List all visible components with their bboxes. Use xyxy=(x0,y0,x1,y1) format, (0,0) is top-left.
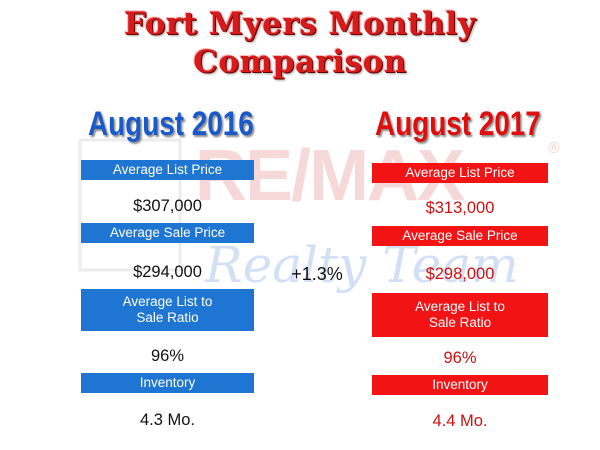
heading-august-2017: August 2017 xyxy=(375,105,541,143)
watermark-registered: ® xyxy=(548,140,560,157)
left-inventory-label: Inventory xyxy=(81,373,254,393)
left-inventory-value: 4.3 Mo. xyxy=(139,411,196,429)
left-ratio-label-line-1: Average List to xyxy=(122,294,213,309)
right-avg-list-value: $313,000 xyxy=(425,199,495,217)
left-ratio-value: 96% xyxy=(150,347,185,365)
right-ratio-label-line-2: Sale Ratio xyxy=(428,315,492,330)
right-ratio-label: Average List to Sale Ratio xyxy=(372,293,548,337)
right-ratio-value: 96% xyxy=(443,349,477,367)
right-inventory-value: 4.4 Mo. xyxy=(432,412,488,430)
left-ratio-label-line-2: Sale Ratio xyxy=(136,310,199,325)
page-title-line-2: Comparison xyxy=(193,44,407,80)
change-percentage: +1.3% xyxy=(291,264,343,284)
heading-august-2016: August 2016 xyxy=(88,105,254,143)
left-avg-sale-value: $294,000 xyxy=(133,263,202,281)
left-avg-list-label: Average List Price xyxy=(81,160,254,180)
right-avg-sale-value: $298,000 xyxy=(425,265,495,283)
right-ratio-label-line-1: Average List to xyxy=(415,299,505,314)
right-avg-sale-label: Average Sale Price xyxy=(372,226,548,246)
left-avg-sale-label: Average Sale Price xyxy=(81,223,254,243)
left-avg-list-value: $307,000 xyxy=(133,197,202,215)
left-ratio-label: Average List to Sale Ratio xyxy=(81,289,254,331)
right-inventory-label: Inventory xyxy=(372,375,548,395)
page-title-line-1: Fort Myers Monthly xyxy=(123,6,477,42)
right-avg-list-label: Average List Price xyxy=(372,163,548,183)
